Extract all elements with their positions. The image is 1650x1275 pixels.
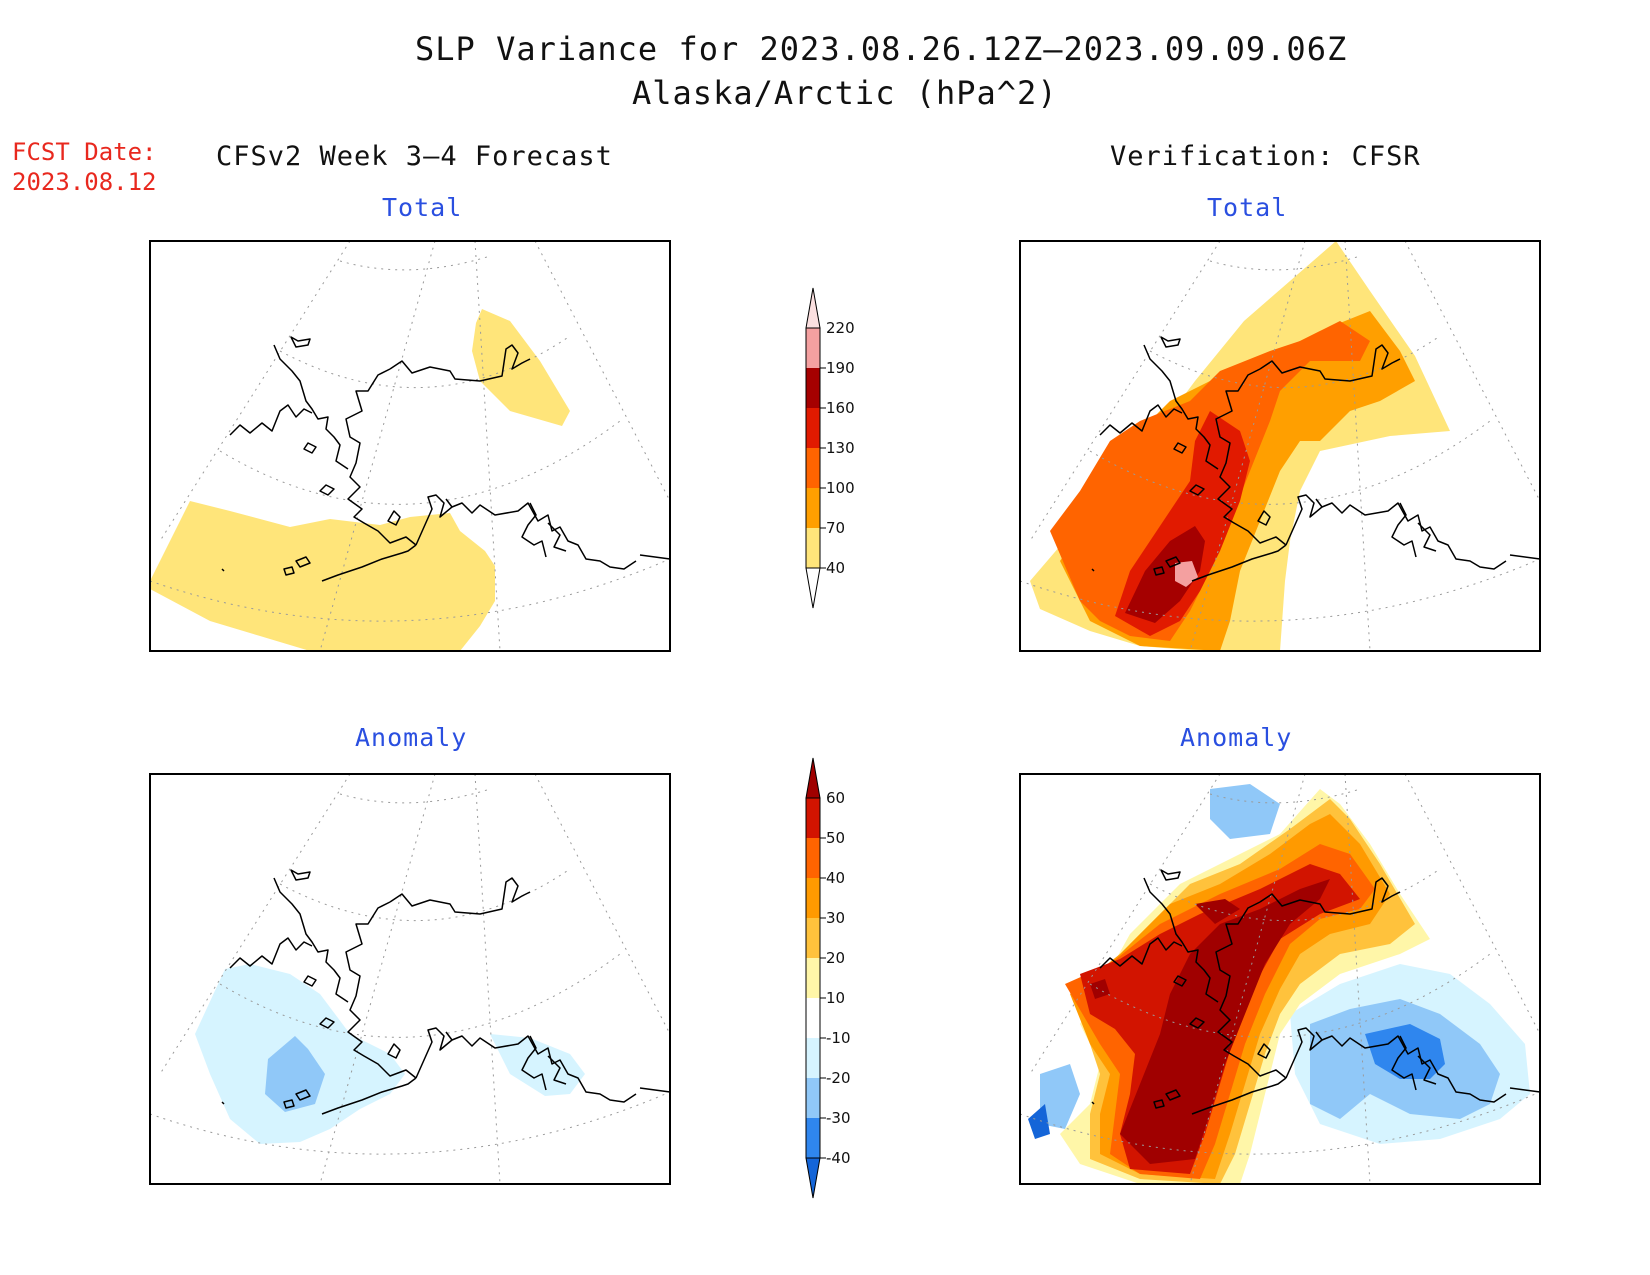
anomaly-colorbar-label: -40 [826,1149,851,1167]
colorbar-segment [806,368,820,408]
chart-title-line2: Alaska/Arctic (hPa^2) [632,74,1058,112]
colorbar-segment [806,1118,820,1158]
colorbar-segment [806,488,820,528]
verification-anomaly-panel [1019,773,1541,1185]
total-colorbar-label: 160 [826,399,855,417]
panel-title-verification-anomaly: Anomaly [1180,723,1293,752]
anomaly-colorbar-label: 20 [826,949,846,967]
colorbar-segment [806,528,820,568]
anomaly-colorbar-label: 10 [826,989,846,1007]
colorbar-segment [806,448,820,488]
colorbar-segment [806,918,820,958]
anomaly-colorbar-label: 40 [826,869,846,887]
colorbar-arrow-bottom [805,567,821,609]
verification-column-header: Verification: CFSR [1110,141,1421,172]
colorbar-segment [806,998,820,1038]
anomaly-colorbar-label: -20 [826,1069,851,1087]
colorbar-segment [806,328,820,368]
total-colorbar-label: 190 [826,359,855,377]
fcst-date-value: 2023.08.12 [12,168,157,196]
anomaly-colorbar-label: 30 [826,909,846,927]
colorbar-arrow-top [805,757,821,799]
colorbar-arrow-bottom [805,1157,821,1199]
colorbar-segment [806,878,820,918]
total-colorbar-label: 70 [826,519,846,537]
anomaly-colorbar-label: 60 [826,789,846,807]
panel-title-verification-total: Total [1207,193,1288,222]
colorbar-segment [806,958,820,998]
total-colorbar-label: 130 [826,439,855,457]
total-colorbar [805,287,826,609]
chart-title-line1: SLP Variance for 2023.08.26.12Z—2023.09.… [415,30,1348,68]
colorbar-segment [806,798,820,838]
colorbar-segment [806,1078,820,1118]
panel-title-forecast-total: Total [382,193,463,222]
anomaly-colorbar-label: 50 [826,829,846,847]
panel-title-forecast-anomaly: Anomaly [355,723,468,752]
forecast-total-panel [149,240,671,652]
anomaly-colorbar [805,757,826,1199]
colorbar-segment [806,838,820,878]
forecast-total-shading [150,309,570,651]
fcst-date-label: FCST Date: [12,138,157,166]
total-colorbar-label: 220 [826,319,855,337]
total-colorbar-label: 100 [826,479,855,497]
colorbar-arrow-top [805,287,821,329]
verification-anomaly-shading [1028,774,1530,1184]
forecast-column-header: CFSv2 Week 3—4 Forecast [216,141,613,172]
colorbar-segment [806,1038,820,1078]
colorbar-segment [806,408,820,448]
anomaly-colorbar-label: -10 [826,1029,851,1047]
forecast-anomaly-panel [149,773,671,1185]
verification-total-panel [1019,240,1541,652]
verification-total-shading [1030,241,1450,651]
anomaly-colorbar-label: -30 [826,1109,851,1127]
colorbar-outline [805,797,821,1159]
total-colorbar-label: 40 [826,559,846,577]
forecast-anomaly-shading [195,964,585,1144]
